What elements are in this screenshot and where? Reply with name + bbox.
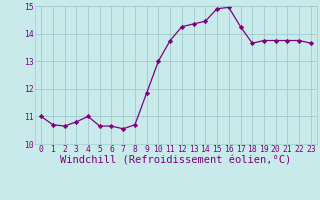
X-axis label: Windchill (Refroidissement éolien,°C): Windchill (Refroidissement éolien,°C) (60, 156, 292, 166)
